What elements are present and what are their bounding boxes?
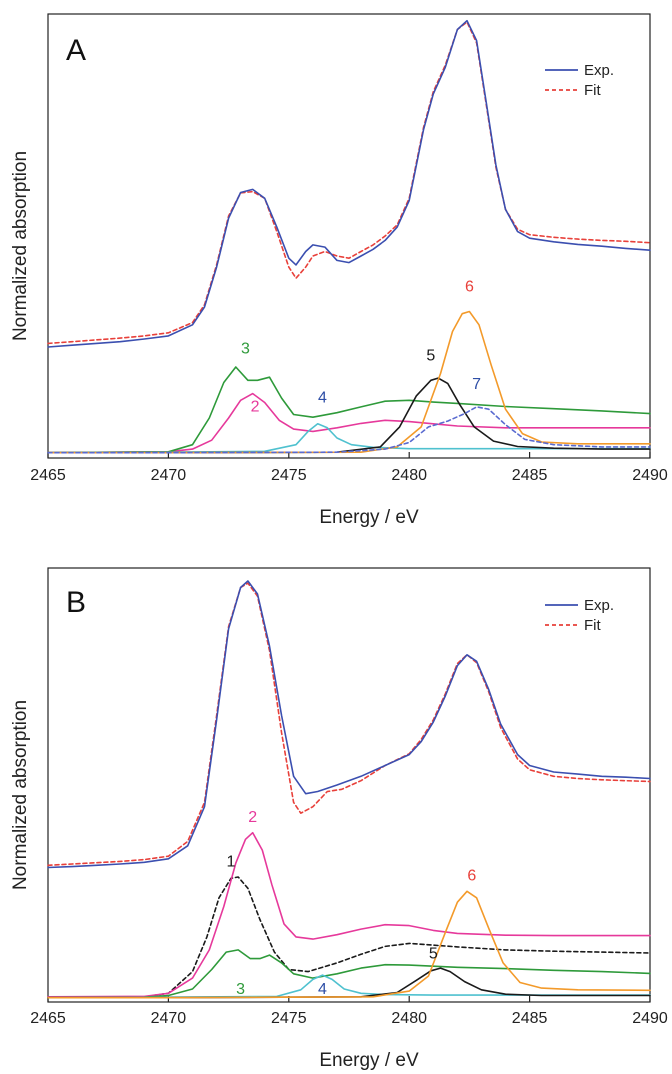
panel-b-series-peak-4 — [47, 974, 651, 999]
panel-b-peak-label-6: 6 — [467, 867, 476, 884]
panel-b-x-tick-label-2485: 2485 — [512, 1010, 548, 1027]
panel-a-x-tick-label-2485: 2485 — [512, 467, 548, 484]
panel-b-legend-label-fit: Fit — [584, 617, 601, 634]
panel-b-x-tick-label-2470: 2470 — [151, 1010, 187, 1027]
panel-b-series-peak-6 — [47, 890, 651, 999]
panel-a-letter: A — [66, 34, 86, 67]
panel-a-series-peak-5 — [47, 377, 651, 454]
panel-a-x-tick-label-2465: 2465 — [30, 467, 66, 484]
panel-a-peak-label-5: 5 — [426, 347, 435, 364]
panel-b-series-peak-5 — [47, 967, 651, 999]
panel-a-x-tick-label-2490: 2490 — [632, 467, 668, 484]
panel-b-letter: B — [66, 586, 86, 619]
panel-b-peak-label-1: 1 — [227, 854, 236, 871]
panel-b-y-axis-label: Normalized absorption — [10, 700, 31, 890]
panel-b-series-peak-1 — [47, 876, 651, 999]
panel-a-x-tick-label-2475: 2475 — [271, 467, 307, 484]
panel-b-peak-label-4: 4 — [318, 981, 327, 998]
panel-b-series-peak-3 — [47, 949, 651, 999]
panel-b-peak-label-3: 3 — [236, 981, 245, 998]
panel-b-x-axis-label: Energy / eV — [319, 1050, 419, 1071]
panel-b-x-tick-label-2475: 2475 — [271, 1010, 307, 1027]
panel-a-plot-frame — [47, 13, 651, 459]
panel-a-x-tick-label-2470: 2470 — [151, 467, 187, 484]
panel-b-series-peak-2 — [47, 831, 651, 998]
panel-b-x-tick-label-2490: 2490 — [632, 1010, 668, 1027]
panel-a-series-peak-6 — [47, 310, 651, 454]
panel-a-series-peak-7 — [47, 406, 651, 454]
panel-a-peak-label-6: 6 — [465, 279, 474, 296]
panel-b-legend-label-exp: Exp. — [584, 597, 614, 614]
panel-b-series-fit — [47, 582, 651, 867]
panel-a-peak-label-2: 2 — [251, 398, 260, 415]
panel-a-x-tick-label-2480: 2480 — [391, 467, 427, 484]
panel-a-peak-label-7: 7 — [472, 376, 481, 393]
panel-b-plot-frame — [47, 567, 651, 1003]
panel-a-legend-label-exp: Exp. — [584, 62, 614, 79]
panel-a-peak-label-4: 4 — [318, 390, 327, 407]
panel-b-peak-label-5: 5 — [429, 946, 438, 963]
panel-a-x-axis-label: Energy / eV — [319, 507, 419, 528]
panel-a-series-peak-4 — [47, 422, 651, 454]
panel-a-series-peak-2 — [47, 392, 651, 454]
panel-a-peak-label-3: 3 — [241, 341, 250, 358]
panel-b-x-tick-label-2480: 2480 — [391, 1010, 427, 1027]
panel-a-y-axis-label: Normalized absorption — [10, 151, 31, 341]
panel-b-series-exp — [47, 580, 651, 869]
panel-a-series-peak-3 — [47, 366, 651, 454]
panel-a-series-exp — [47, 19, 651, 348]
panel-a-legend-label-fit: Fit — [584, 82, 601, 99]
panel-b-x-tick-label-2465: 2465 — [30, 1010, 66, 1027]
panel-b-peak-label-2: 2 — [248, 809, 257, 826]
